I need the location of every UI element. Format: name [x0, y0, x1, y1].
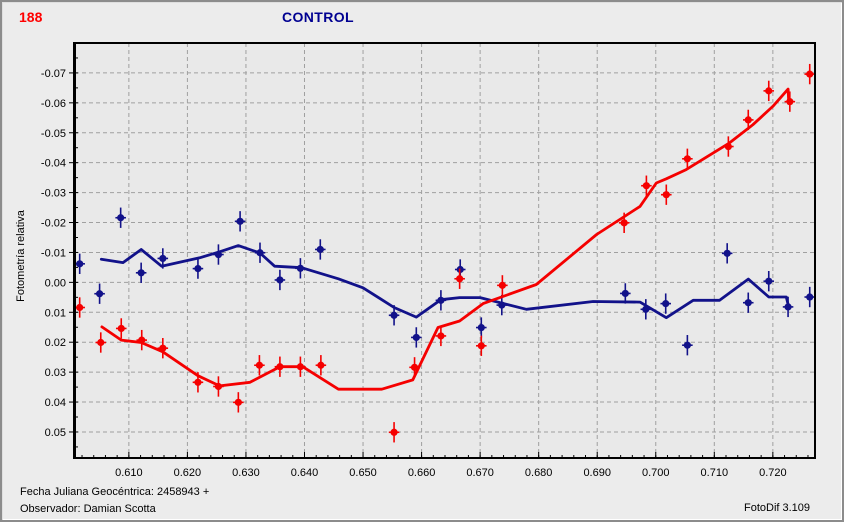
red-data-point: [255, 361, 264, 369]
blue-data-point: [723, 249, 731, 257]
red-data-point: [498, 281, 506, 289]
red-data-point: [765, 87, 773, 95]
red-data-point: [683, 155, 691, 163]
x-tick-label: 0.680: [525, 467, 553, 479]
blue-data-point: [236, 217, 244, 225]
y-tick-label: -0.06: [41, 98, 66, 110]
blue-data-point: [765, 277, 773, 285]
red-data-point: [159, 344, 167, 352]
red-data-point: [276, 363, 284, 371]
y-axis-title: Fotometría relativa: [15, 210, 27, 302]
y-tick-label: -0.07: [41, 68, 66, 80]
blue-data-point: [214, 250, 223, 259]
object-number-label: 188: [19, 9, 43, 25]
y-tick-label: -0.03: [41, 188, 66, 200]
y-tick-label: -0.04: [41, 158, 66, 170]
blue-data-point: [76, 260, 84, 268]
red-data-point: [662, 191, 670, 199]
blue-data-point: [256, 249, 264, 257]
observer-text: Observador: Damian Scotta: [20, 503, 156, 515]
julian-date-text: Fecha Juliana Geocéntrica: 2458943 +: [20, 486, 210, 498]
y-tick-label: 0.01: [45, 307, 66, 319]
blue-data-point: [316, 245, 324, 254]
y-tick-label: -0.01: [41, 247, 66, 259]
red-data-point: [234, 398, 242, 406]
red-data-point: [806, 70, 814, 78]
x-tick-label: 0.720: [759, 467, 787, 479]
x-tick-label: 0.710: [701, 467, 729, 479]
blue-data-point: [744, 299, 752, 307]
blue-data-point: [95, 290, 104, 298]
y-tick-label: -0.05: [41, 128, 66, 140]
blue-data-point: [477, 323, 485, 332]
red-data-point: [642, 182, 650, 190]
blue-data-point: [276, 276, 284, 284]
y-tick-label: -0.02: [41, 218, 66, 230]
blue-data-point: [683, 341, 691, 349]
blue-data-point: [498, 301, 506, 309]
x-tick-label: 0.700: [642, 467, 670, 479]
red-data-point: [296, 363, 304, 371]
red-data-point: [744, 116, 752, 124]
red-data-point: [97, 338, 105, 347]
red-data-point: [477, 342, 485, 350]
x-tick-label: 0.630: [232, 467, 260, 479]
red-data-point: [410, 363, 419, 371]
x-tick-label: 0.610: [115, 467, 143, 479]
software-version-text: FotoDif 3.109: [744, 502, 811, 514]
x-tick-label: 0.660: [408, 467, 436, 479]
red-data-point: [437, 332, 445, 340]
y-tick-label: 0.05: [45, 427, 66, 439]
red-data-point: [317, 361, 325, 369]
red-data-point: [620, 219, 628, 227]
blue-data-point: [159, 254, 167, 263]
blue-data-point: [806, 293, 814, 301]
chart-title: CONTROL: [281, 9, 355, 25]
blue-data-point: [117, 214, 125, 222]
blue-trend-line: [99, 244, 791, 320]
blue-data-point: [437, 296, 445, 304]
blue-data-point: [642, 305, 650, 313]
x-tick-label: 0.670: [466, 467, 494, 479]
blue-data-point: [621, 289, 629, 298]
y-tick-label: 0.00: [45, 277, 66, 289]
blue-data-point: [412, 333, 420, 342]
x-tick-label: 0.650: [349, 467, 377, 479]
x-tick-label: 0.640: [291, 467, 319, 479]
red-data-point: [724, 142, 732, 151]
red-data-point: [138, 336, 146, 344]
red-trend-line: [100, 87, 791, 391]
plot-background: [75, 43, 815, 458]
red-data-point: [194, 378, 202, 386]
blue-data-point: [662, 300, 670, 308]
red-data-point: [390, 428, 398, 436]
blue-data-point: [137, 269, 145, 277]
red-data-point: [117, 324, 125, 333]
y-tick-label: 0.04: [45, 397, 66, 409]
red-data-point: [76, 303, 84, 312]
red-data-point: [456, 275, 464, 283]
blue-data-point: [784, 303, 792, 311]
x-tick-label: 0.690: [583, 467, 611, 479]
y-tick-label: 0.02: [45, 337, 66, 349]
red-data-point: [214, 382, 223, 391]
blue-data-point: [390, 311, 398, 319]
red-data-point: [786, 98, 794, 106]
blue-data-point: [194, 265, 202, 273]
x-tick-label: 0.620: [174, 467, 202, 479]
blue-data-point: [296, 264, 304, 272]
y-tick-label: 0.03: [45, 367, 66, 379]
